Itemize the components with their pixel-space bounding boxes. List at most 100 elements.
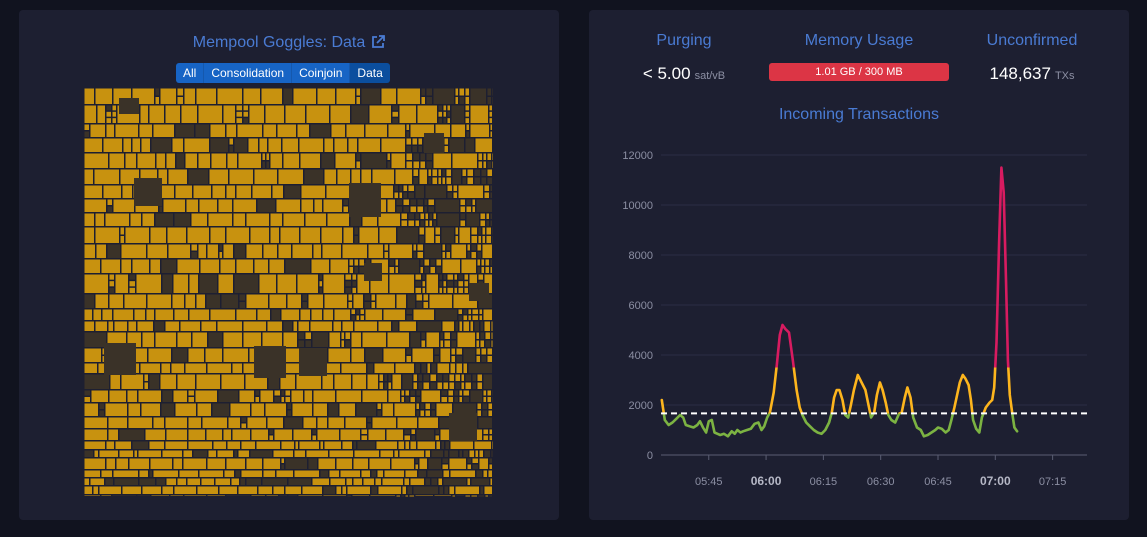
- transaction-block[interactable]: [399, 450, 425, 458]
- transaction-block[interactable]: [153, 417, 165, 429]
- transaction-block[interactable]: [232, 429, 251, 441]
- transaction-block[interactable]: [372, 169, 395, 185]
- transaction-block[interactable]: [387, 199, 396, 213]
- transaction-block[interactable]: [283, 153, 300, 169]
- transaction-block[interactable]: [470, 124, 490, 138]
- transaction-block[interactable]: [320, 441, 324, 450]
- transaction-block[interactable]: [465, 118, 470, 123]
- transaction-block[interactable]: [324, 169, 337, 185]
- transaction-block[interactable]: [293, 321, 298, 332]
- transaction-block[interactable]: [396, 294, 407, 309]
- goggles-title-text[interactable]: Mempool Goggles: Data: [192, 34, 366, 51]
- transaction-block[interactable]: [395, 169, 413, 185]
- transaction-block[interactable]: [451, 124, 466, 138]
- transaction-block[interactable]: [95, 88, 113, 105]
- transaction-block[interactable]: [201, 321, 217, 332]
- transaction-block[interactable]: [416, 397, 421, 402]
- large-transaction-block[interactable]: [104, 343, 136, 375]
- transaction-block[interactable]: [266, 495, 279, 497]
- transaction-block[interactable]: [388, 390, 401, 403]
- transaction-block[interactable]: [210, 124, 226, 138]
- transaction-block[interactable]: [468, 309, 472, 315]
- transaction-block[interactable]: [490, 220, 493, 227]
- transaction-block[interactable]: [472, 382, 477, 390]
- transaction-block[interactable]: [84, 417, 108, 429]
- transaction-block[interactable]: [97, 105, 106, 124]
- transaction-block[interactable]: [243, 88, 261, 105]
- transaction-block[interactable]: [349, 259, 354, 266]
- transaction-block[interactable]: [442, 244, 446, 251]
- transaction-block[interactable]: [269, 259, 285, 274]
- transaction-block[interactable]: [103, 138, 123, 153]
- transaction-block[interactable]: [147, 294, 172, 309]
- transaction-block[interactable]: [483, 309, 493, 321]
- transaction-block[interactable]: [322, 374, 334, 390]
- transaction-block[interactable]: [328, 348, 351, 363]
- transaction-block[interactable]: [389, 267, 395, 273]
- transaction-block[interactable]: [187, 227, 210, 244]
- transaction-block[interactable]: [428, 177, 432, 185]
- transaction-block[interactable]: [459, 88, 465, 96]
- transaction-block[interactable]: [459, 227, 471, 244]
- transaction-block[interactable]: [476, 356, 481, 362]
- transaction-block[interactable]: [425, 478, 431, 486]
- transaction-block[interactable]: [481, 356, 487, 362]
- transaction-block[interactable]: [472, 464, 479, 470]
- transaction-block[interactable]: [461, 382, 465, 390]
- transaction-block[interactable]: [399, 259, 420, 274]
- transaction-block[interactable]: [243, 321, 267, 332]
- transaction-block[interactable]: [482, 236, 486, 243]
- transaction-block[interactable]: [447, 287, 454, 293]
- transaction-block[interactable]: [413, 153, 420, 161]
- transaction-block[interactable]: [284, 417, 303, 429]
- transaction-block[interactable]: [351, 348, 365, 363]
- transaction-block[interactable]: [439, 281, 443, 287]
- transaction-block[interactable]: [438, 111, 443, 117]
- transaction-block[interactable]: [435, 236, 441, 243]
- transaction-block[interactable]: [415, 464, 419, 470]
- transaction-block[interactable]: [183, 458, 207, 470]
- transaction-block[interactable]: [408, 185, 415, 192]
- transaction-block[interactable]: [478, 236, 482, 243]
- transaction-block[interactable]: [421, 97, 426, 104]
- transaction-block[interactable]: [449, 138, 465, 153]
- transaction-block[interactable]: [106, 105, 112, 111]
- transaction-block[interactable]: [269, 294, 287, 309]
- transaction-block[interactable]: [489, 464, 493, 470]
- transaction-block[interactable]: [247, 417, 267, 429]
- transaction-block[interactable]: [199, 470, 224, 478]
- transaction-block[interactable]: [406, 124, 410, 131]
- transaction-block[interactable]: [191, 252, 198, 258]
- transaction-block[interactable]: [435, 429, 440, 435]
- transaction-block[interactable]: [229, 138, 234, 145]
- transaction-block[interactable]: [480, 340, 485, 348]
- transaction-block[interactable]: [155, 309, 174, 321]
- transaction-block[interactable]: [236, 118, 243, 123]
- transaction-block[interactable]: [418, 146, 423, 152]
- transaction-block[interactable]: [383, 348, 406, 363]
- transaction-block[interactable]: [433, 88, 455, 105]
- transaction-block[interactable]: [227, 153, 238, 169]
- transaction-block[interactable]: [112, 111, 117, 117]
- transaction-block[interactable]: [248, 138, 259, 153]
- transaction-block[interactable]: [256, 441, 281, 450]
- filter-consolidation-button[interactable]: Consolidation: [204, 63, 293, 83]
- transaction-block[interactable]: [489, 435, 493, 441]
- transaction-block[interactable]: [422, 281, 426, 287]
- transaction-block[interactable]: [246, 213, 270, 227]
- transaction-block[interactable]: [145, 429, 166, 441]
- transaction-block[interactable]: [491, 450, 493, 458]
- transaction-block[interactable]: [236, 111, 243, 117]
- transaction-block[interactable]: [364, 302, 371, 308]
- transaction-block[interactable]: [186, 199, 199, 213]
- transaction-block[interactable]: [474, 169, 481, 177]
- transaction-block[interactable]: [379, 374, 384, 382]
- transaction-block[interactable]: [262, 478, 288, 486]
- transaction-block[interactable]: [460, 199, 466, 206]
- transaction-block[interactable]: [112, 105, 117, 111]
- transaction-block[interactable]: [287, 403, 292, 410]
- transaction-block[interactable]: [490, 185, 493, 192]
- transaction-block[interactable]: [251, 495, 266, 497]
- transaction-block[interactable]: [176, 153, 185, 169]
- transaction-block[interactable]: [144, 382, 149, 390]
